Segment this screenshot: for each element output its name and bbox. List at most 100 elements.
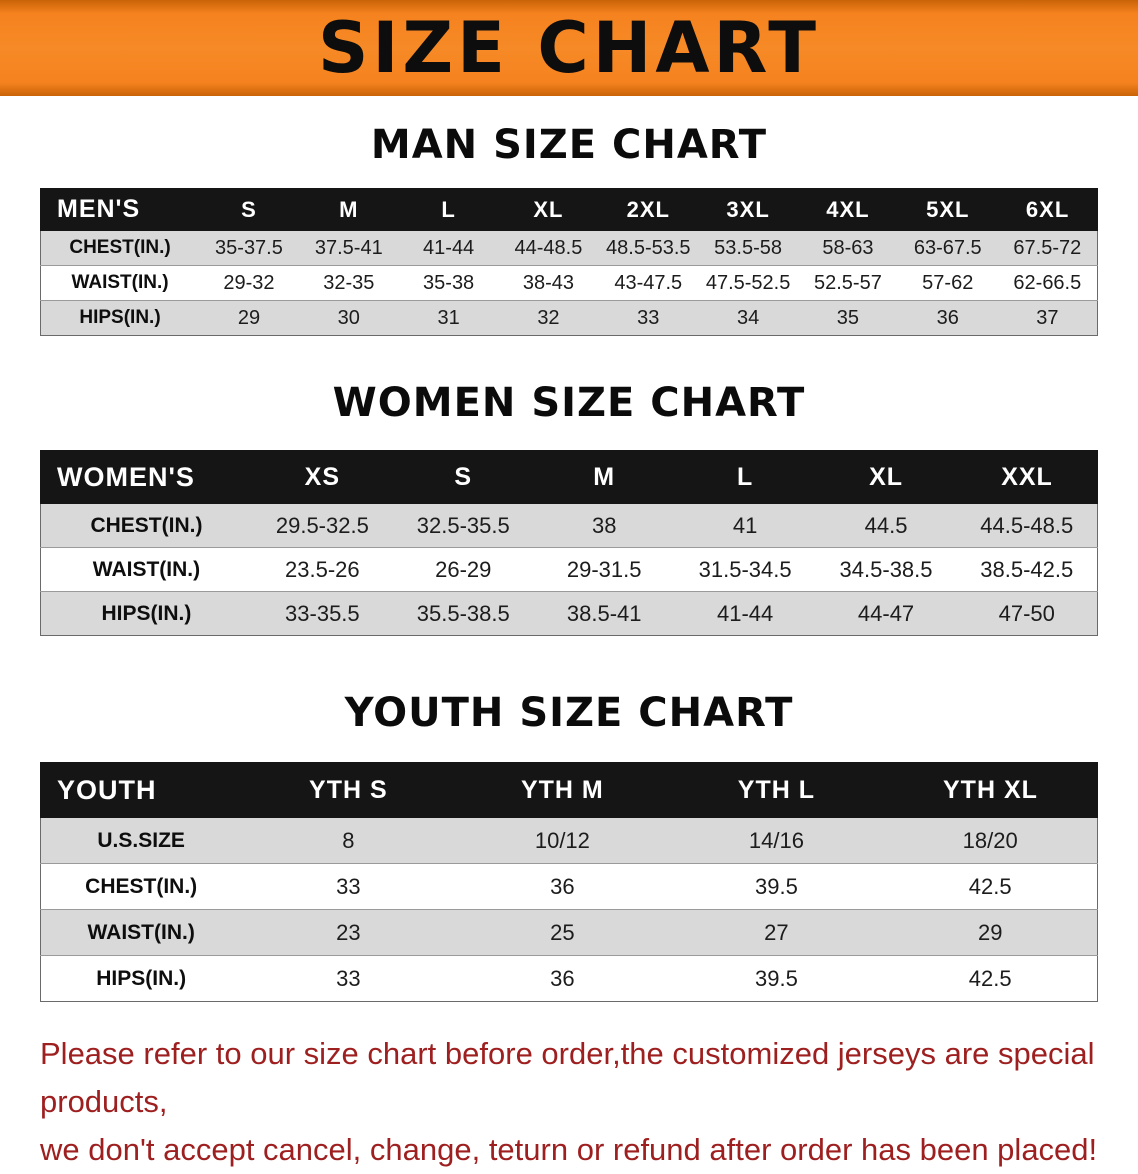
size-column-header: XXL xyxy=(956,450,1098,504)
size-value: 37 xyxy=(997,300,1098,336)
size-column-header: YTH S xyxy=(240,762,456,818)
row-label: CHEST(IN.) xyxy=(40,863,242,910)
size-value: 37.5-41 xyxy=(298,230,399,266)
size-column-header: S xyxy=(198,188,300,231)
size-value: 8 xyxy=(241,817,456,864)
size-value: 34.5-38.5 xyxy=(815,547,957,592)
size-column-header: 5XL xyxy=(897,188,999,231)
size-value: 38-43 xyxy=(498,265,599,301)
table-header-row: WOMEN'S XS S M L XL XXL xyxy=(39,450,1098,504)
size-value: 57-62 xyxy=(897,265,998,301)
size-column-header: YTH L xyxy=(668,762,884,818)
table-row: HIPS(IN.) 33 36 39.5 42.5 xyxy=(40,955,1098,1002)
size-value: 10/12 xyxy=(455,817,670,864)
youth-size-chart-section: YOUTH SIZE CHART YOUTH YTH S YTH M YTH L YTH… xyxy=(0,690,1138,1002)
size-column-header: YTH XL xyxy=(882,762,1099,818)
size-value: 33-35.5 xyxy=(251,591,393,636)
men-size-table: MEN'S S M L XL 2XL 3XL 4XL 5XL 6XL CHEST(IN.) 35-37… xyxy=(40,188,1098,336)
size-column-header: M xyxy=(298,188,400,231)
size-value: 29-32 xyxy=(199,265,299,301)
size-column-header: S xyxy=(392,450,535,504)
size-value: 38 xyxy=(533,503,675,548)
table-row: HIPS(IN.) 33-35.5 35.5-38.5 38.5-41 41-44 44-… xyxy=(40,591,1098,636)
size-value: 31 xyxy=(398,300,499,336)
row-label: WAIST(IN.) xyxy=(40,265,200,301)
disclaimer-line-1: Please refer to our size chart before or… xyxy=(40,1036,1095,1120)
table-header-row: MEN'S S M L XL 2XL 3XL 4XL 5XL 6XL xyxy=(40,188,1098,231)
size-value: 27 xyxy=(669,909,884,956)
size-value: 42.5 xyxy=(883,955,1098,1002)
table-row: WAIST(IN.) 23 25 27 29 xyxy=(40,909,1098,956)
row-label: WAIST(IN.) xyxy=(40,909,242,956)
size-value: 67.5-72 xyxy=(997,230,1098,266)
size-value: 38.5-42.5 xyxy=(956,547,1098,592)
size-value: 44-47 xyxy=(815,591,957,636)
size-value: 32-35 xyxy=(298,265,399,301)
size-value: 25 xyxy=(455,909,670,956)
size-value: 52.5-57 xyxy=(798,265,898,301)
size-column-header: M xyxy=(533,450,676,504)
size-value: 48.5-53.5 xyxy=(598,230,699,266)
size-value: 29 xyxy=(883,909,1098,956)
size-value: 35-37.5 xyxy=(199,230,299,266)
size-value: 47.5-52.5 xyxy=(698,265,799,301)
table-row: CHEST(IN.) 29.5-32.5 32.5-35.5 38 41 44.5 44.5… xyxy=(40,503,1098,548)
table-row: WAIST(IN.) 23.5-26 26-29 29-31.5 31.5-34.5 34… xyxy=(40,547,1098,592)
size-column-header: L xyxy=(674,450,817,504)
size-column-header: 2XL xyxy=(597,188,699,231)
size-chart-banner: SIZE CHART xyxy=(0,0,1138,96)
size-column-header: 6XL xyxy=(997,188,1098,231)
size-value: 29 xyxy=(199,300,299,336)
row-label: WAIST(IN.) xyxy=(40,547,252,592)
size-value: 23.5-26 xyxy=(251,547,393,592)
size-value: 29.5-32.5 xyxy=(251,503,393,548)
size-value: 32.5-35.5 xyxy=(392,503,534,548)
size-value: 39.5 xyxy=(669,863,884,910)
row-label: CHEST(IN.) xyxy=(40,503,252,548)
size-value: 41-44 xyxy=(674,591,816,636)
women-size-chart-section: WOMEN SIZE CHART WOMEN'S XS S M L XL XXL CHEST(… xyxy=(0,380,1138,636)
size-value: 36 xyxy=(897,300,998,336)
size-value: 35-38 xyxy=(398,265,499,301)
size-value: 31.5-34.5 xyxy=(674,547,816,592)
table-title-cell: WOMEN'S xyxy=(39,450,253,504)
row-label: HIPS(IN.) xyxy=(40,591,252,636)
size-value: 41 xyxy=(674,503,816,548)
size-value: 62-66.5 xyxy=(997,265,1098,301)
size-value: 36 xyxy=(455,955,670,1002)
size-column-header: 3XL xyxy=(697,188,799,231)
row-label: U.S.SIZE xyxy=(40,817,242,864)
youth-section-heading: YOUTH SIZE CHART xyxy=(344,690,794,736)
size-column-header: 4XL xyxy=(797,188,899,231)
size-value: 53.5-58 xyxy=(698,230,799,266)
table-row: CHEST(IN.) 33 36 39.5 42.5 xyxy=(40,863,1098,910)
size-value: 44-48.5 xyxy=(498,230,599,266)
women-section-heading: WOMEN SIZE CHART xyxy=(332,380,806,426)
men-size-chart-section: MAN SIZE CHART MEN'S S M L XL 2XL 3XL 4XL 5XL 6XL… xyxy=(0,122,1138,336)
women-size-table: WOMEN'S XS S M L XL XXL CHEST(IN.) 29.5-32.5 32.5… xyxy=(39,450,1098,636)
size-value: 14/16 xyxy=(669,817,884,864)
size-value: 29-31.5 xyxy=(533,547,675,592)
size-value: 33 xyxy=(241,955,456,1002)
size-value: 43-47.5 xyxy=(598,265,699,301)
table-row: CHEST(IN.) 35-37.5 37.5-41 41-44 44-48.5 48.5… xyxy=(40,230,1098,266)
table-title-cell: MEN'S xyxy=(40,188,200,231)
size-column-header: XL xyxy=(815,450,957,504)
size-value: 47-50 xyxy=(956,591,1098,636)
size-value: 35 xyxy=(798,300,898,336)
size-value: 33 xyxy=(598,300,699,336)
size-column-header: L xyxy=(398,188,500,231)
table-row: U.S.SIZE 8 10/12 14/16 18/20 xyxy=(40,817,1098,864)
men-section-heading: MAN SIZE CHART xyxy=(370,122,768,168)
table-header-row: YOUTH YTH S YTH M YTH L YTH XL xyxy=(40,762,1099,818)
table-title-cell: YOUTH xyxy=(40,762,242,818)
row-label: CHEST(IN.) xyxy=(40,230,200,266)
table-row: WAIST(IN.) 29-32 32-35 35-38 38-43 43-47.5 47.… xyxy=(40,265,1098,301)
banner-title: SIZE CHART xyxy=(317,7,821,89)
size-column-header: YTH M xyxy=(454,762,670,818)
disclaimer-line-2: we don't accept cancel, change, teturn o… xyxy=(40,1132,1098,1168)
table-row: HIPS(IN.) 29 30 31 32 33 34 35 36 37 xyxy=(40,300,1098,336)
size-value: 23 xyxy=(241,909,456,956)
size-value: 63-67.5 xyxy=(897,230,998,266)
size-value: 26-29 xyxy=(392,547,534,592)
